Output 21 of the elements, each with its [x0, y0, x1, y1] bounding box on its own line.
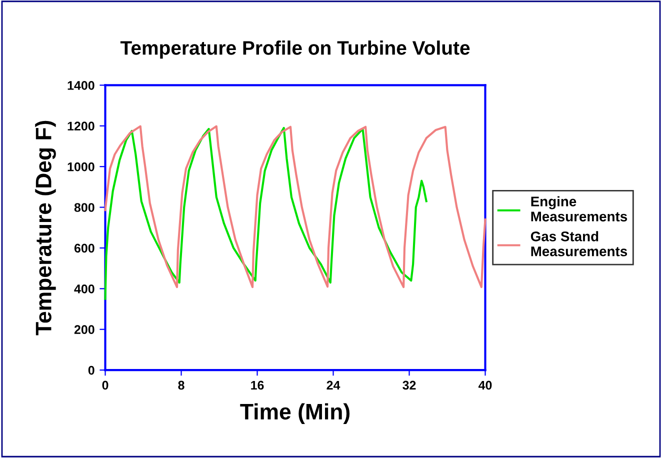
- legend-label: Engine Measurements: [531, 196, 628, 222]
- x-tick-label: 0: [102, 380, 108, 390]
- legend-label: Gas Stand Measurements: [530, 231, 628, 256]
- y-tick-label: 400: [74, 284, 94, 294]
- line-series: [104, 126, 428, 300]
- y-tick-label: 200: [74, 325, 94, 334]
- y-tick-label: 1400: [68, 80, 94, 90]
- x-axis-title: Time (Min): [240, 403, 350, 424]
- y-tick-label: 800: [74, 203, 94, 212]
- x-tick-label: 40: [478, 380, 492, 390]
- chart-title: Temperature Profile on Turbine Volute: [120, 40, 470, 59]
- y-tick-label: 1200: [68, 122, 94, 131]
- line-series: [104, 125, 486, 288]
- y-tick-label: 600: [74, 244, 94, 253]
- x-tick-label: 32: [402, 380, 416, 390]
- x-tick-label: 24: [326, 380, 340, 390]
- x-tick-label: 8: [178, 380, 184, 390]
- y-tick-label: 1000: [68, 162, 94, 172]
- y-axis-title: Temperature (Deg F): [35, 120, 56, 336]
- x-tick-label: 16: [251, 380, 264, 390]
- y-tick-label: 0: [88, 366, 94, 375]
